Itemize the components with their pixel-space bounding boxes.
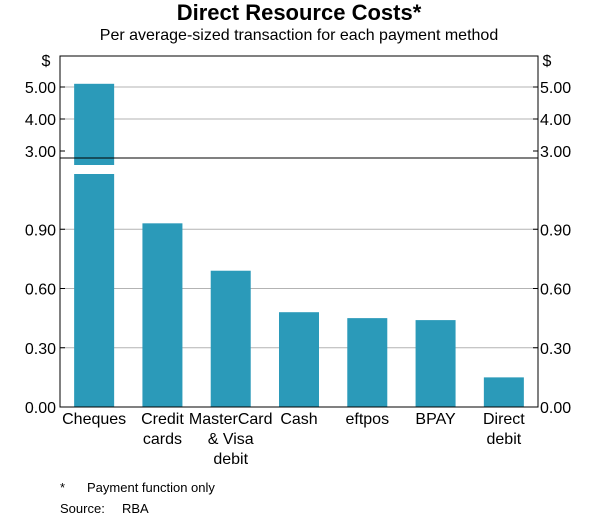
y-tick-label-upper-left: 5.00 — [25, 80, 56, 97]
x-category-label: Cheques — [62, 411, 126, 428]
y-tick-label-upper-left: 4.00 — [25, 112, 56, 129]
x-category-label: debit — [213, 451, 248, 468]
x-category-label: Credit — [141, 411, 184, 428]
y-tick-label-lower-left: 0.00 — [25, 400, 56, 417]
bar-lower-segment — [74, 174, 115, 407]
y-tick-label-lower-left: 0.30 — [25, 341, 56, 358]
chart-title: Direct Resource Costs* — [176, 0, 422, 25]
x-category-label: Direct — [483, 411, 525, 428]
y-tick-label-lower-right: 0.60 — [540, 282, 571, 299]
x-category-label: cards — [143, 431, 182, 448]
x-category-label: BPAY — [415, 411, 456, 428]
y-tick-label-lower-right: 0.00 — [540, 400, 571, 417]
y-tick-label-upper-right: 3.00 — [540, 144, 571, 161]
bar — [279, 312, 319, 407]
y-tick-label-upper-left: 3.00 — [25, 144, 56, 161]
x-category-label: Cash — [280, 411, 317, 428]
x-category-label: MasterCard — [189, 411, 273, 428]
source-label: Source: — [60, 501, 105, 516]
bar — [483, 377, 524, 407]
bar — [210, 270, 251, 407]
source-text: RBA — [122, 501, 149, 516]
footnote-mark: * — [60, 480, 66, 495]
y-tick-label-upper-right: 5.00 — [540, 80, 571, 97]
bar — [347, 318, 388, 407]
plot-frame — [59, 55, 539, 408]
y-tick-label-lower-right: 0.90 — [540, 222, 571, 239]
bar — [142, 223, 183, 407]
y-tick-label-upper-right: 4.00 — [540, 112, 571, 129]
y-tick-label-lower-left: 0.90 — [25, 222, 56, 239]
x-category-label: eftpos — [345, 411, 389, 428]
footnote-text: Payment function only — [87, 480, 215, 495]
unit-label-left: $ — [42, 53, 51, 70]
y-tick-label-lower-left: 0.60 — [25, 282, 56, 299]
x-category-label: & Visa — [208, 431, 254, 448]
chart-subtitle: Per average-sized transaction for each p… — [99, 27, 499, 44]
y-tick-label-lower-right: 0.30 — [540, 341, 571, 358]
x-category-label: debit — [487, 431, 522, 448]
unit-label-right: $ — [543, 53, 552, 70]
bar — [415, 320, 456, 407]
bar-upper-segment — [74, 83, 115, 165]
